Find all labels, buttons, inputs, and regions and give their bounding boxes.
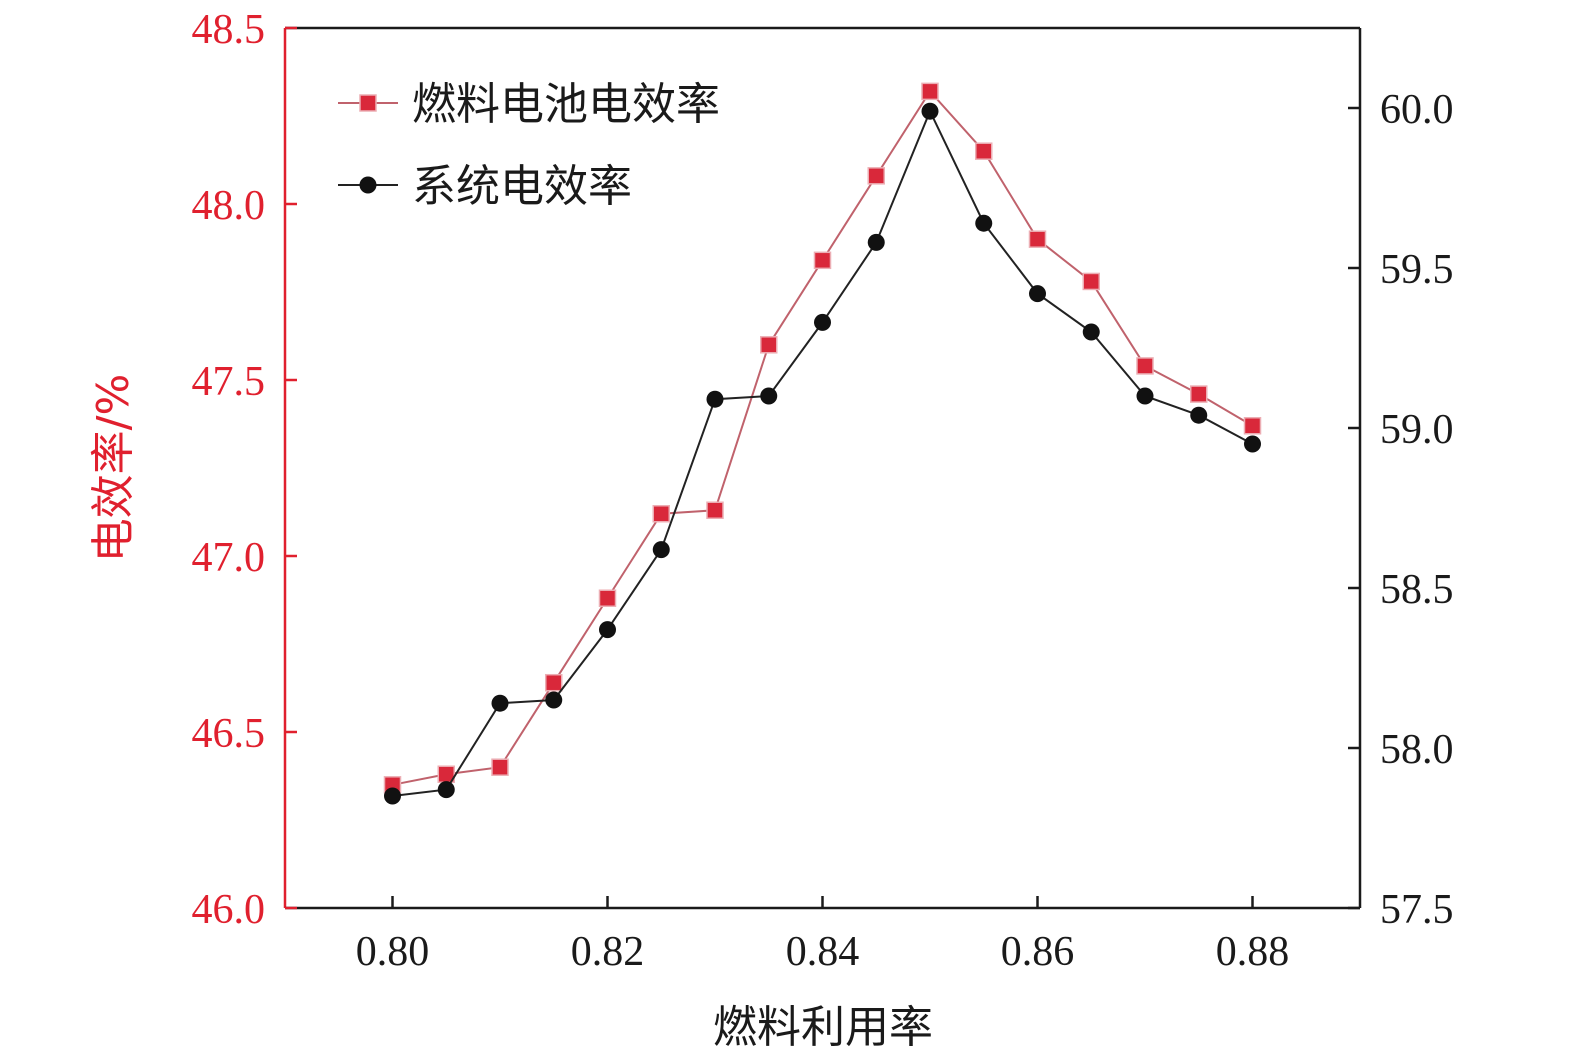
x-tick-label: 0.80 [356,929,430,975]
right-tick-label: 57.5 [1380,887,1454,933]
fuel-cell-efficiency-point [921,82,939,101]
fuel-cell-efficiency-point [975,142,993,160]
fuel-cell-efficiency-point [491,758,509,776]
system-efficiency-point [1029,285,1046,303]
legend-label: 燃料电池电效率 [412,79,720,130]
left-tick-label: 48.0 [192,183,266,229]
system-efficiency-point [384,787,401,805]
left-tick-label: 46.0 [192,887,266,933]
system-efficiency-point [652,541,670,559]
right-tick-label: 60.0 [1380,87,1454,133]
left-tick-label: 48.5 [192,7,266,53]
legend-square-marker [359,94,377,112]
system-efficiency-point [1136,387,1154,405]
fuel-cell-efficiency-point [813,251,832,270]
legend-label: 系统电效率 [412,161,632,212]
x-tick-label: 0.84 [786,929,860,975]
system-efficiency-point [1082,323,1100,341]
system-efficiency-point [1190,406,1208,424]
x-tick-label: 0.86 [1001,929,1075,975]
system-efficiency-point [760,387,778,405]
fuel-cell-efficiency-point [652,505,670,523]
fuel-cell-efficiency-point [1028,230,1047,248]
fuel-cell-efficiency-point [1243,417,1262,435]
x-tick-label: 0.82 [571,929,645,975]
system-efficiency-point [599,621,616,639]
y-axis-title: 电效率/% [88,374,139,563]
left-tick-label: 46.5 [192,711,266,757]
left-tick-label: 47.0 [192,535,266,581]
system-efficiency-point [975,214,993,232]
system-efficiency-point [491,694,509,712]
system-efficiency-point [814,313,831,331]
fuel-cell-efficiency-point [598,589,617,607]
fuel-cell-efficiency-point [1082,272,1100,291]
series-layer [383,82,1262,805]
fuel-cell-efficiency-point [545,673,563,692]
left-tick-label: 47.5 [192,359,266,405]
fuel-cell-efficiency-point [867,167,885,185]
right-tick-label: 59.5 [1380,247,1454,293]
legend-circle-marker [359,176,377,194]
fuel-cell-efficiency-point [706,501,724,519]
system-efficiency-point [437,781,455,799]
ticks: 46.0 46.5 47.0 47.5 48.0 48.5 57.5 58.0 58.5 59.0… [192,7,1454,975]
right-tick-label: 58.0 [1380,727,1454,773]
system-efficiency-line [392,108,1253,797]
system-efficiency-point [867,233,885,251]
right-tick-label: 58.5 [1380,567,1454,613]
system-efficiency-point [921,102,939,120]
x-axis-title: 燃料利用率 [713,1002,933,1053]
x-tick-label: 0.88 [1216,929,1290,975]
system-efficiency-point [1244,435,1261,453]
fuel-cell-efficiency-point [1136,357,1154,375]
system-efficiency-point [545,691,563,709]
right-tick-label: 59.0 [1380,407,1454,453]
fuel-cell-efficiency-point [1190,385,1208,403]
system-efficiency-point [706,390,724,408]
fuel-cell-efficiency-point [760,336,778,354]
